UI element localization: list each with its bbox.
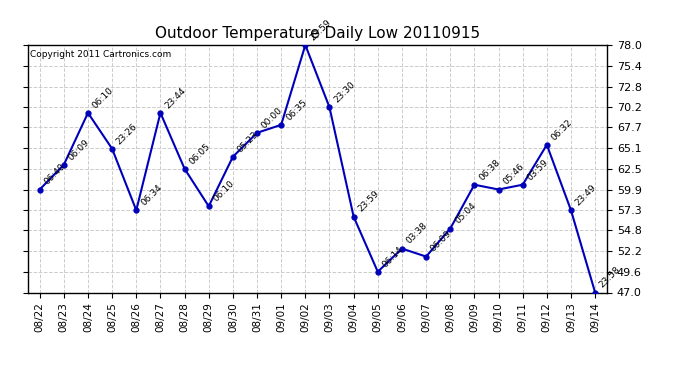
Text: 05:04: 05:04 — [453, 201, 477, 226]
Title: Outdoor Temperature Daily Low 20110915: Outdoor Temperature Daily Low 20110915 — [155, 26, 480, 41]
Text: 06:05: 06:05 — [188, 141, 212, 166]
Text: 06:34: 06:34 — [139, 183, 164, 207]
Text: 05:46: 05:46 — [502, 162, 526, 187]
Text: 05:23: 05:23 — [236, 129, 260, 154]
Text: 03:38: 03:38 — [405, 221, 429, 246]
Text: 06:09: 06:09 — [429, 229, 453, 254]
Text: 23:59: 23:59 — [308, 18, 333, 42]
Text: 06:32: 06:32 — [550, 117, 574, 142]
Text: 06:38: 06:38 — [477, 157, 502, 182]
Text: 06:35: 06:35 — [284, 98, 308, 122]
Text: 23:30: 23:30 — [333, 80, 357, 105]
Text: Copyright 2011 Cartronics.com: Copyright 2011 Cartronics.com — [30, 50, 172, 59]
Text: 06:40: 06:40 — [43, 162, 67, 187]
Text: 06:14: 06:14 — [381, 244, 405, 269]
Text: 06:10: 06:10 — [212, 179, 236, 204]
Text: 23:44: 23:44 — [164, 86, 188, 110]
Text: 23:26: 23:26 — [115, 122, 139, 146]
Text: 06:10: 06:10 — [91, 86, 115, 110]
Text: 23:58: 23:58 — [598, 265, 622, 290]
Text: 00:00: 00:00 — [260, 105, 284, 130]
Text: 06:09: 06:09 — [67, 137, 91, 162]
Text: 23:49: 23:49 — [574, 183, 598, 207]
Text: 03:59: 03:59 — [526, 157, 550, 182]
Text: 23:59: 23:59 — [357, 189, 381, 214]
